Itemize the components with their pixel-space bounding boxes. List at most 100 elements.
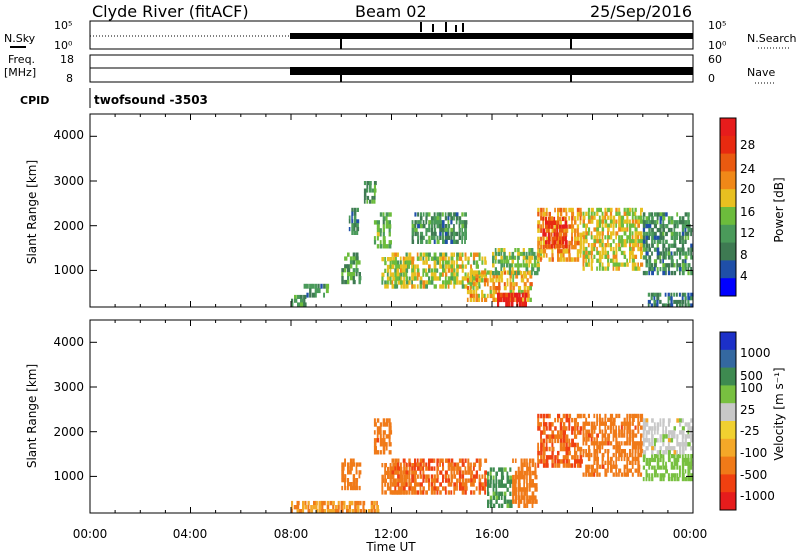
velocity-cell: [509, 475, 513, 480]
power-cell: [385, 220, 389, 225]
power-cell: [389, 276, 392, 281]
velocity-cell: [531, 495, 535, 500]
velocity-cell: [540, 430, 543, 435]
velocity-cell: [640, 441, 644, 446]
velocity-cell: [681, 426, 685, 431]
velocity-cell: [551, 446, 555, 452]
velocity-cell: [379, 434, 382, 439]
power-cell: [379, 212, 383, 217]
power-cell: [659, 292, 662, 297]
velocity-cell: [579, 430, 582, 435]
power-cell: [662, 247, 665, 252]
power-cell: [382, 244, 387, 249]
power-cell: [687, 220, 690, 225]
velocity-cell: [612, 437, 615, 442]
power-cell: [687, 227, 691, 233]
power-cell: [526, 289, 530, 295]
power-cell: [422, 256, 425, 261]
power-cell: [540, 236, 542, 242]
velocity-cell: [687, 430, 690, 435]
velocity-cell: [495, 483, 498, 488]
power-cell: [559, 240, 563, 246]
velocity-cell: [347, 482, 350, 487]
power-cell: [648, 243, 651, 248]
power-cell: [537, 253, 540, 258]
power-cell: [540, 244, 543, 250]
power-cell: [556, 224, 559, 229]
velocity-cell: [349, 466, 353, 471]
power-y-tick-4000: 4000: [53, 128, 84, 142]
velocity-cell: [548, 413, 551, 419]
power-cell: [386, 264, 390, 270]
power-cell: [453, 268, 456, 273]
velocity-cell: [388, 430, 393, 435]
power-cell: [609, 235, 613, 240]
velocity-cell: [576, 459, 580, 464]
power-cell: [414, 268, 416, 273]
velocity-cell: [411, 490, 414, 495]
power-cell: [475, 286, 479, 291]
power-cell: [681, 299, 685, 304]
power-cell: [659, 227, 662, 233]
velocity-cell: [651, 477, 654, 482]
velocity-cell: [411, 478, 414, 483]
power-cell: [411, 264, 413, 269]
velocity-cell: [648, 473, 651, 478]
power-cell: [368, 188, 372, 193]
velocity-cell: [414, 458, 417, 463]
velocity-cell: [458, 478, 461, 483]
power-cell: [607, 266, 610, 271]
velocity-cell: [634, 441, 638, 446]
power-cell: [687, 292, 690, 297]
power-cell: [684, 299, 687, 304]
power-cell: [444, 276, 447, 281]
velocity-cell: [458, 466, 462, 471]
velocity-cell: [492, 483, 496, 488]
power-cell: [348, 215, 351, 220]
power-cell: [403, 260, 407, 266]
power-cell: [450, 280, 453, 285]
velocity-cell: [620, 449, 624, 454]
power-cell: [352, 279, 356, 285]
velocity-cell: [403, 463, 406, 468]
power-cell: [291, 298, 294, 303]
velocity-cell: [389, 463, 392, 468]
power-cell: [510, 301, 514, 307]
power-cell: [665, 247, 668, 252]
power-cell: [450, 239, 454, 244]
power-cell: [514, 271, 517, 276]
velocity-cell: [354, 505, 357, 510]
power-cell: [483, 274, 486, 279]
velocity-cell: [653, 465, 656, 470]
power-cell: [416, 264, 419, 269]
velocity-cell: [329, 500, 333, 506]
power-cell: [653, 212, 657, 217]
velocity-cell: [656, 473, 659, 478]
power-cell: [464, 212, 467, 217]
power-cell: [585, 223, 588, 228]
power-cell: [439, 231, 442, 237]
velocity-cell: [557, 450, 560, 456]
power-cell: [368, 181, 372, 186]
velocity-cell: [389, 482, 392, 487]
velocity-cell: [458, 470, 462, 475]
velocity-cell: [634, 433, 638, 438]
power-cell: [659, 239, 662, 244]
velocity-cell: [545, 442, 548, 448]
power-cell: [518, 286, 522, 291]
power-cell: [455, 220, 458, 225]
power-cell: [598, 254, 602, 259]
velocity-cell: [428, 482, 431, 487]
power-cell: [631, 246, 635, 252]
velocity-cell: [310, 509, 314, 514]
velocity-cell: [520, 487, 524, 492]
power-cell: [394, 272, 397, 277]
power-cell: [681, 292, 685, 297]
velocity-cell: [341, 462, 344, 467]
power-cell: [631, 258, 635, 263]
velocity-cell: [662, 422, 665, 427]
velocity-cell: [382, 450, 386, 455]
velocity-cell: [382, 438, 386, 443]
power-cell: [587, 231, 590, 236]
power-cell: [645, 216, 649, 221]
